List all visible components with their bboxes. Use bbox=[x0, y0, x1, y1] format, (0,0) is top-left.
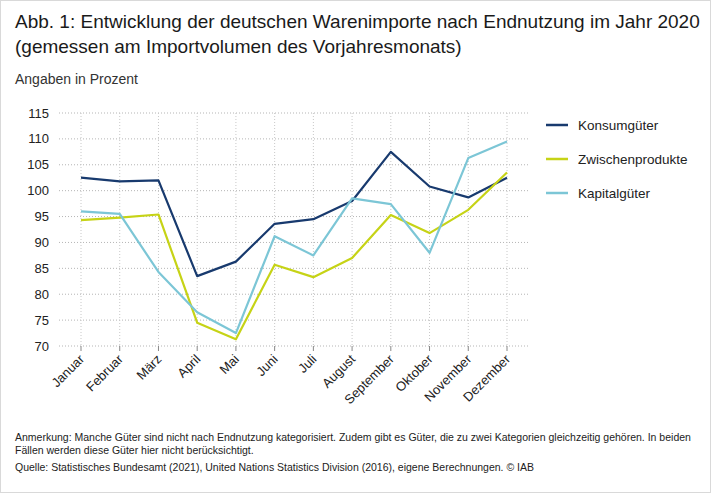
x-tick bbox=[390, 346, 391, 351]
chart-svg: 70 75 80 85 90 95 100 105 110 115 JanuarFebruar Mär… bbox=[1, 1, 711, 493]
x-tick-label: Juni bbox=[253, 351, 281, 379]
x-tick-label: September bbox=[341, 351, 397, 407]
y-tick-label: 70 bbox=[35, 339, 49, 354]
x-tick-label: Januar bbox=[48, 351, 87, 390]
x-tick bbox=[468, 346, 469, 351]
title: Abb. 1: Entwicklung der deutschen Wareni… bbox=[15, 9, 705, 59]
legend-label: Kapitalgüter bbox=[578, 186, 651, 201]
x-tick bbox=[197, 346, 198, 351]
x-grid bbox=[313, 113, 314, 346]
y-tick-label: 110 bbox=[28, 131, 49, 146]
x-tick bbox=[429, 346, 430, 351]
x-grid bbox=[274, 113, 275, 346]
y-tick-label: 75 bbox=[35, 313, 49, 328]
x-tick-label: Juli bbox=[295, 351, 319, 375]
chart-frame: Abb. 1: Entwicklung der deutschen Wareni… bbox=[0, 0, 711, 493]
y-tick-label: 80 bbox=[35, 287, 49, 302]
y-tick-label: 105 bbox=[27, 157, 49, 172]
x-grid bbox=[158, 113, 159, 346]
source: Quelle: Statistisches Bundesamt (2021), … bbox=[15, 461, 705, 474]
y-grid bbox=[59, 294, 529, 295]
y-tick-label: 115 bbox=[28, 106, 49, 121]
x-tick bbox=[158, 346, 159, 351]
x-grid bbox=[390, 113, 391, 346]
y-grid bbox=[59, 242, 529, 243]
y-grid bbox=[59, 113, 529, 114]
y-grid bbox=[59, 190, 529, 191]
x-tick bbox=[352, 346, 353, 351]
x-tick-label: März bbox=[134, 352, 165, 383]
x-grid bbox=[81, 113, 82, 346]
x-tick bbox=[507, 346, 508, 351]
y-tick-label: 95 bbox=[35, 209, 49, 224]
x-tick-label: April bbox=[174, 351, 203, 380]
series-line bbox=[81, 152, 507, 276]
x-tick bbox=[313, 346, 314, 351]
x-tick bbox=[235, 346, 236, 351]
legend-swatch bbox=[546, 124, 568, 127]
x-grid bbox=[507, 113, 508, 346]
x-grid bbox=[235, 113, 236, 346]
series-line bbox=[81, 141, 507, 333]
legend-label: Zwischenprodukte bbox=[578, 152, 688, 167]
y-grid bbox=[59, 138, 529, 139]
y-tick-label: 90 bbox=[35, 235, 49, 250]
x-grid bbox=[429, 113, 430, 346]
x-grid bbox=[352, 113, 353, 346]
x-tick bbox=[274, 346, 275, 351]
y-tick-label: 100 bbox=[27, 183, 49, 198]
series-line bbox=[81, 173, 507, 340]
legend-swatch bbox=[546, 192, 568, 195]
lines bbox=[81, 141, 507, 339]
x-tick bbox=[119, 346, 120, 351]
y-grid bbox=[59, 164, 529, 165]
x-tick-label: Februar bbox=[83, 351, 126, 394]
x-grid bbox=[468, 113, 469, 346]
subtitle: Angaben in Prozent bbox=[15, 71, 138, 87]
y-grid bbox=[59, 320, 529, 321]
x-grid bbox=[119, 113, 120, 346]
x-tick bbox=[81, 346, 82, 351]
y-tick-label: 85 bbox=[35, 261, 49, 276]
legend-label: Konsumgüter bbox=[578, 118, 659, 133]
y-grid bbox=[59, 268, 529, 269]
y-grid bbox=[59, 346, 529, 347]
legend-swatch bbox=[546, 158, 568, 161]
note: Anmerkung: Manche Güter sind nicht nach … bbox=[15, 431, 705, 457]
x-tick-label: Mai bbox=[217, 351, 242, 376]
x-tick-label: Dezember bbox=[460, 351, 513, 404]
